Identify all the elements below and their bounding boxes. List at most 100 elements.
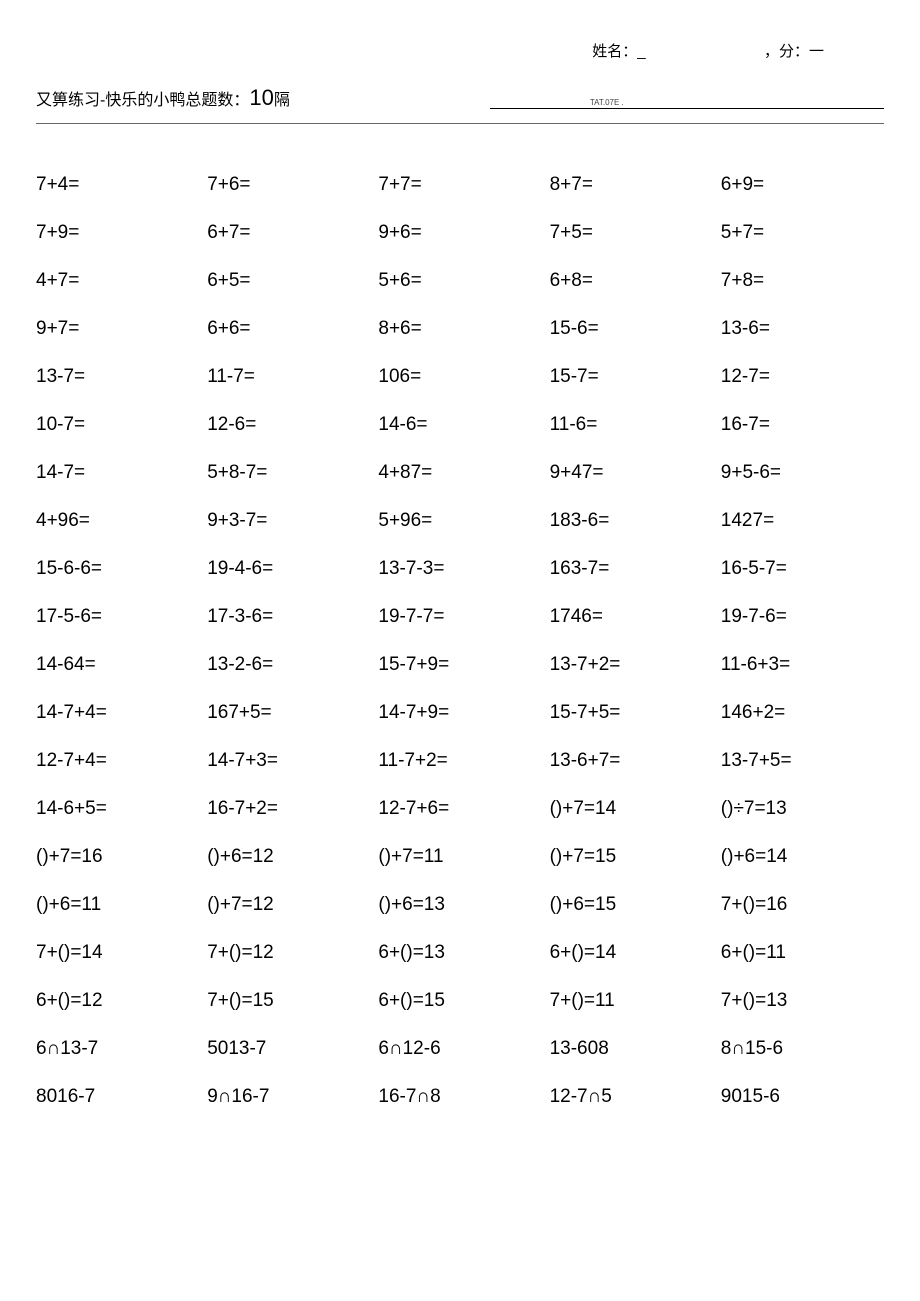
problem-cell: 7+()=16: [721, 894, 884, 916]
problem-cell: 13-7+5=: [721, 750, 884, 772]
problem-cell: 6∩12-6: [378, 1038, 541, 1060]
problem-cell: 7+6=: [207, 174, 370, 196]
problem-cell: 13-2-6=: [207, 654, 370, 676]
problem-cell: 17-3-6=: [207, 606, 370, 628]
problem-cell: 163-7=: [550, 558, 713, 580]
problem-cell: 11-7+2=: [378, 750, 541, 772]
problem-cell: 10-7=: [36, 414, 199, 436]
problem-cell: 6+()=11: [721, 942, 884, 964]
problem-cell: 183-6=: [550, 510, 713, 532]
problem-cell: 6+6=: [207, 318, 370, 340]
problem-cell: 6+9=: [721, 174, 884, 196]
problem-cell: ()+6=13: [378, 894, 541, 916]
problem-cell: 19-7-6=: [721, 606, 884, 628]
problem-cell: 13-6=: [721, 318, 884, 340]
problem-cell: 9+7=: [36, 318, 199, 340]
problem-cell: 5+8-7=: [207, 462, 370, 484]
problem-cell: ()+6=12: [207, 846, 370, 868]
problem-cell: 11-6+3=: [721, 654, 884, 676]
problem-cell: 9+5-6=: [721, 462, 884, 484]
problem-cell: 8016-7: [36, 1086, 199, 1108]
problem-cell: ()+7=16: [36, 846, 199, 868]
problem-cell: 7+8=: [721, 270, 884, 292]
problem-cell: 13-6+7=: [550, 750, 713, 772]
title-text: 又箅练习-快乐的小鸭总题数：: [36, 92, 249, 109]
problem-grid: 7+4=7+6=7+7=8+7=6+9=7+9=6+7=9+6=7+5=5+7=…: [36, 174, 884, 1108]
problem-cell: 12-7+4=: [36, 750, 199, 772]
problem-cell: 7+5=: [550, 222, 713, 244]
problem-cell: ()+7=11: [378, 846, 541, 868]
problem-cell: 9∩16-7: [207, 1086, 370, 1108]
problem-cell: 5013-7: [207, 1038, 370, 1060]
problem-cell: 16-7=: [721, 414, 884, 436]
problem-cell: 5+96=: [378, 510, 541, 532]
problem-cell: 8+6=: [378, 318, 541, 340]
problem-cell: 6+7=: [207, 222, 370, 244]
problem-cell: ()+7=15: [550, 846, 713, 868]
problem-cell: 13-7+2=: [550, 654, 713, 676]
problem-cell: ()+7=14: [550, 798, 713, 820]
problem-cell: 12-7∩5: [550, 1086, 713, 1108]
problem-cell: 5+6=: [378, 270, 541, 292]
name-label: 姓名：_: [592, 43, 645, 60]
problem-cell: 6+()=13: [378, 942, 541, 964]
problem-cell: 13-608: [550, 1038, 713, 1060]
problem-cell: ()+6=15: [550, 894, 713, 916]
problem-cell: 6+()=12: [36, 990, 199, 1012]
title-number: 10: [249, 85, 273, 110]
problem-cell: 1427=: [721, 510, 884, 532]
problem-cell: 19-4-6=: [207, 558, 370, 580]
problem-cell: 14-7+4=: [36, 702, 199, 724]
problem-cell: 8∩15-6: [721, 1038, 884, 1060]
problem-cell: ()÷7=13: [721, 798, 884, 820]
problem-cell: 9015-6: [721, 1086, 884, 1108]
problem-cell: 6+8=: [550, 270, 713, 292]
title-suffix: 隔: [274, 92, 290, 109]
header-small-line: TAT.07E .: [490, 108, 884, 109]
problem-cell: 9+3-7=: [207, 510, 370, 532]
header-divider: [36, 123, 884, 124]
problem-cell: ()+7=12: [207, 894, 370, 916]
problem-cell: 7+()=11: [550, 990, 713, 1012]
problem-cell: 7+4=: [36, 174, 199, 196]
header-line-wrap: TAT.07E .: [290, 108, 884, 115]
problem-cell: 167+5=: [207, 702, 370, 724]
header-name-score: 姓名：_ ，分：一: [36, 40, 884, 61]
problem-cell: 7+9=: [36, 222, 199, 244]
problem-cell: 5+7=: [721, 222, 884, 244]
problem-cell: 14-7=: [36, 462, 199, 484]
problem-cell: 14-7+9=: [378, 702, 541, 724]
problem-cell: 15-7+5=: [550, 702, 713, 724]
problem-cell: 4+7=: [36, 270, 199, 292]
problem-cell: 4+96=: [36, 510, 199, 532]
problem-cell: 15-6=: [550, 318, 713, 340]
problem-cell: 7+()=14: [36, 942, 199, 964]
problem-cell: 14-6+5=: [36, 798, 199, 820]
problem-cell: 14-6=: [378, 414, 541, 436]
problem-cell: 15-7=: [550, 366, 713, 388]
worksheet-title: 又箅练习-快乐的小鸭总题数：10隔: [36, 85, 290, 115]
problem-cell: 15-7+9=: [378, 654, 541, 676]
problem-cell: 7+()=15: [207, 990, 370, 1012]
problem-cell: 12-7+6=: [378, 798, 541, 820]
problem-cell: 9+47=: [550, 462, 713, 484]
problem-cell: ()+6=14: [721, 846, 884, 868]
problem-cell: 8+7=: [550, 174, 713, 196]
problem-cell: 6∩13-7: [36, 1038, 199, 1060]
problem-cell: 7+()=13: [721, 990, 884, 1012]
problem-cell: 6+()=15: [378, 990, 541, 1012]
problem-cell: 9+6=: [378, 222, 541, 244]
problem-cell: 17-5-6=: [36, 606, 199, 628]
problem-cell: 16-5-7=: [721, 558, 884, 580]
problem-cell: 11-6=: [550, 414, 713, 436]
problem-cell: 146+2=: [721, 702, 884, 724]
problem-cell: 14-64=: [36, 654, 199, 676]
problem-cell: 14-7+3=: [207, 750, 370, 772]
problem-cell: 12-6=: [207, 414, 370, 436]
problem-cell: 12-7=: [721, 366, 884, 388]
problem-cell: 106=: [378, 366, 541, 388]
problem-cell: 1746=: [550, 606, 713, 628]
problem-cell: 19-7-7=: [378, 606, 541, 628]
title-row: 又箅练习-快乐的小鸭总题数：10隔 TAT.07E .: [36, 85, 884, 115]
problem-cell: 11-7=: [207, 366, 370, 388]
